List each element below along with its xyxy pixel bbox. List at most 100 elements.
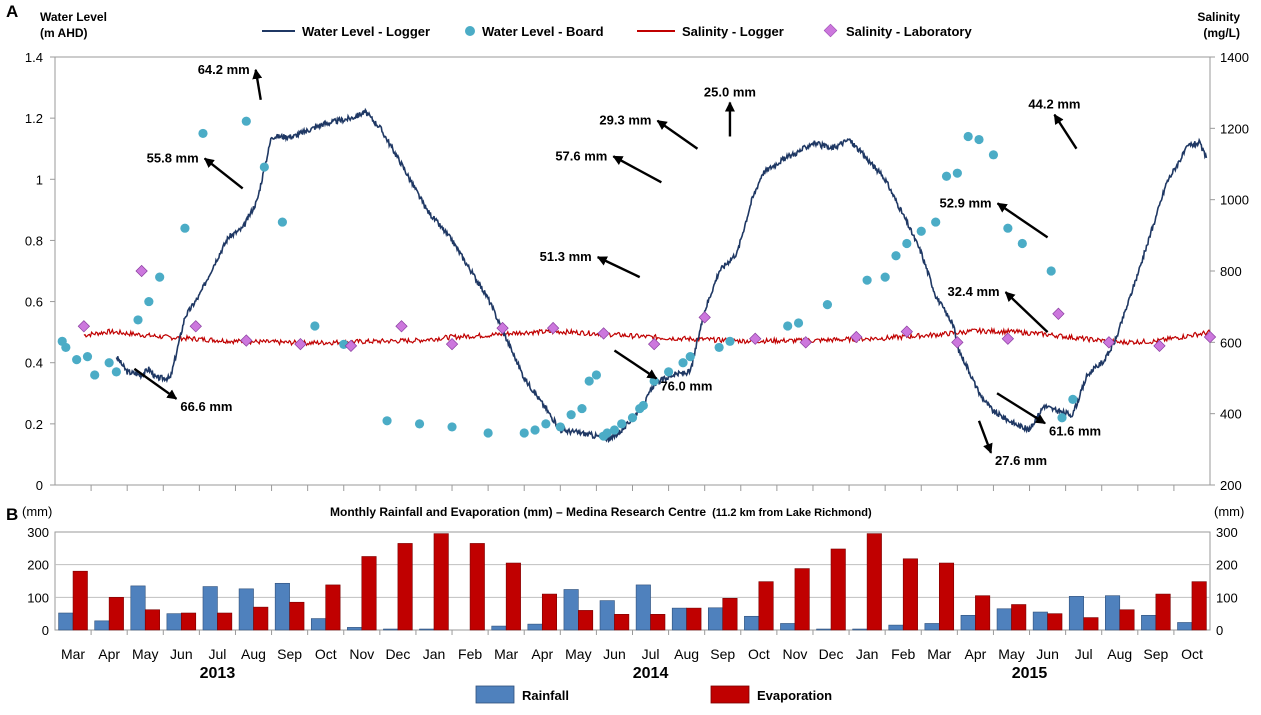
month-label: Jun xyxy=(1036,646,1059,662)
water-level-board-point xyxy=(793,318,804,328)
water-level-board-point xyxy=(783,321,793,331)
water-level-board-point xyxy=(577,403,587,414)
evaporation-bar xyxy=(1047,613,1063,631)
rainfall-bar xyxy=(707,607,724,631)
legend-rainfall-label: Rainfall xyxy=(522,688,569,703)
panel-b-right-tick-label: 300 xyxy=(1216,525,1238,540)
water-level-board-point xyxy=(609,425,620,435)
salinity-laboratory-point xyxy=(648,337,661,351)
water-level-board-point xyxy=(638,400,648,411)
water-level-board-point xyxy=(61,342,71,353)
month-label: Apr xyxy=(98,646,120,662)
rainfall-bar xyxy=(527,623,543,631)
panel-b-left-tick-label: 200 xyxy=(27,558,49,573)
panel-b-title-main: Monthly Rainfall and Evaporation (mm) – … xyxy=(330,505,706,519)
water-level-board-point xyxy=(963,131,973,142)
rainfall-bar xyxy=(238,588,254,631)
rainfall-bar xyxy=(816,628,832,631)
rainfall-bar xyxy=(888,624,904,631)
month-label: May xyxy=(998,646,1024,662)
panel-a-right-tick-label: 800 xyxy=(1220,264,1242,279)
water-level-board-point xyxy=(241,116,251,126)
water-level-board-point xyxy=(447,422,457,432)
rainfall-bar xyxy=(599,600,615,631)
water-level-board-point xyxy=(617,419,627,429)
water-level-board-point xyxy=(72,355,82,365)
month-label: Aug xyxy=(241,646,266,662)
panel-b-right-tick-label: 0 xyxy=(1216,623,1223,638)
rainfall-bar xyxy=(1177,622,1193,631)
evaporation-bar xyxy=(217,612,233,631)
evaporation-bar xyxy=(938,562,955,631)
panel-b-axes: 0 0 100 100 200 200 300 300 xyxy=(27,525,1237,638)
month-label: Jan xyxy=(856,646,879,662)
water-level-board-point xyxy=(725,336,735,346)
rainfall-bar xyxy=(94,620,110,631)
annotation-arrow xyxy=(203,157,244,190)
panel-b-title: Monthly Rainfall and Evaporation (mm) – … xyxy=(330,505,872,519)
water-level-board-point xyxy=(902,238,912,249)
panel-a-right-tick-label: 1400 xyxy=(1220,50,1249,65)
water-level-board-point xyxy=(602,428,612,438)
water-level-board-point xyxy=(1003,223,1013,233)
rainfall-bar xyxy=(563,589,579,631)
panel-b-year-labels: 2013 2014 2015 xyxy=(200,665,1048,682)
month-label: Dec xyxy=(819,646,844,662)
legend-water-logger-label: Water Level - Logger xyxy=(302,24,430,39)
evaporation-bar xyxy=(108,597,124,631)
evaporation-bar xyxy=(650,614,666,631)
water-level-board-point xyxy=(180,223,190,233)
water-level-board-point xyxy=(931,217,941,227)
water-level-board-point xyxy=(1017,238,1027,249)
salinity-laboratory-point xyxy=(496,321,509,335)
rainfall-bar xyxy=(347,627,363,631)
panel-b-label: B xyxy=(6,505,18,524)
legend-water-board-marker xyxy=(465,26,475,36)
evaporation-bar xyxy=(433,533,449,631)
evaporation-bar xyxy=(902,558,918,631)
panel-a-left-tick-label: 0.6 xyxy=(25,295,43,310)
water-level-board-point xyxy=(862,275,872,285)
water-level-board-point xyxy=(133,315,143,325)
panel-b-title-note: (11.2 km from Lake Richmond) xyxy=(712,507,872,519)
rainfall-bar xyxy=(1032,611,1048,631)
water-level-board-series xyxy=(57,116,1078,441)
month-label: Aug xyxy=(1107,646,1132,662)
rainfall-bar xyxy=(202,586,218,631)
evaporation-bar xyxy=(1191,581,1207,631)
right-axis-label-line2: (mg/L) xyxy=(1203,26,1240,40)
salinity-laboratory-point xyxy=(850,330,863,344)
water-level-board-point xyxy=(530,425,540,435)
salinity-laboratory-series xyxy=(77,264,1217,353)
right-axis-label-line1: Salinity xyxy=(1197,10,1240,24)
rainfall-bar xyxy=(671,607,687,631)
salinity-laboratory-point xyxy=(749,332,762,345)
salinity-laboratory-point xyxy=(1052,307,1065,320)
water-level-board-point xyxy=(519,428,529,438)
month-label: Nov xyxy=(782,646,807,662)
salinity-laboratory-point xyxy=(597,327,610,340)
month-label: May xyxy=(565,646,591,662)
evaporation-bar xyxy=(1083,617,1099,631)
annotation-arrow xyxy=(996,202,1049,239)
panel-b-right-axis-label: (mm) xyxy=(1214,504,1244,519)
evaporation-bar xyxy=(830,548,846,631)
salinity-laboratory-point xyxy=(900,325,913,338)
evaporation-bar xyxy=(866,533,882,631)
water-level-board-point xyxy=(155,272,165,282)
annotation-arrow xyxy=(613,349,658,380)
panel-a-right-tick-label: 1000 xyxy=(1220,193,1249,208)
water-level-board-point xyxy=(82,352,93,362)
panel-a-right-tick-label: 600 xyxy=(1220,335,1242,350)
panel-b-left-axis-label: (mm) xyxy=(22,504,52,519)
evaporation-bar xyxy=(975,595,991,631)
panel-a-left-tick-label: 0.2 xyxy=(25,417,43,432)
evaporation-bar xyxy=(469,543,485,631)
annotation-arrow xyxy=(1004,291,1049,334)
annotation-label: 25.0 mm xyxy=(704,84,756,99)
water-level-board-point xyxy=(414,419,425,429)
month-label: Nov xyxy=(349,646,374,662)
month-label: Mar xyxy=(61,646,85,662)
month-label: May xyxy=(132,646,158,662)
year-label: 2015 xyxy=(1012,665,1048,682)
